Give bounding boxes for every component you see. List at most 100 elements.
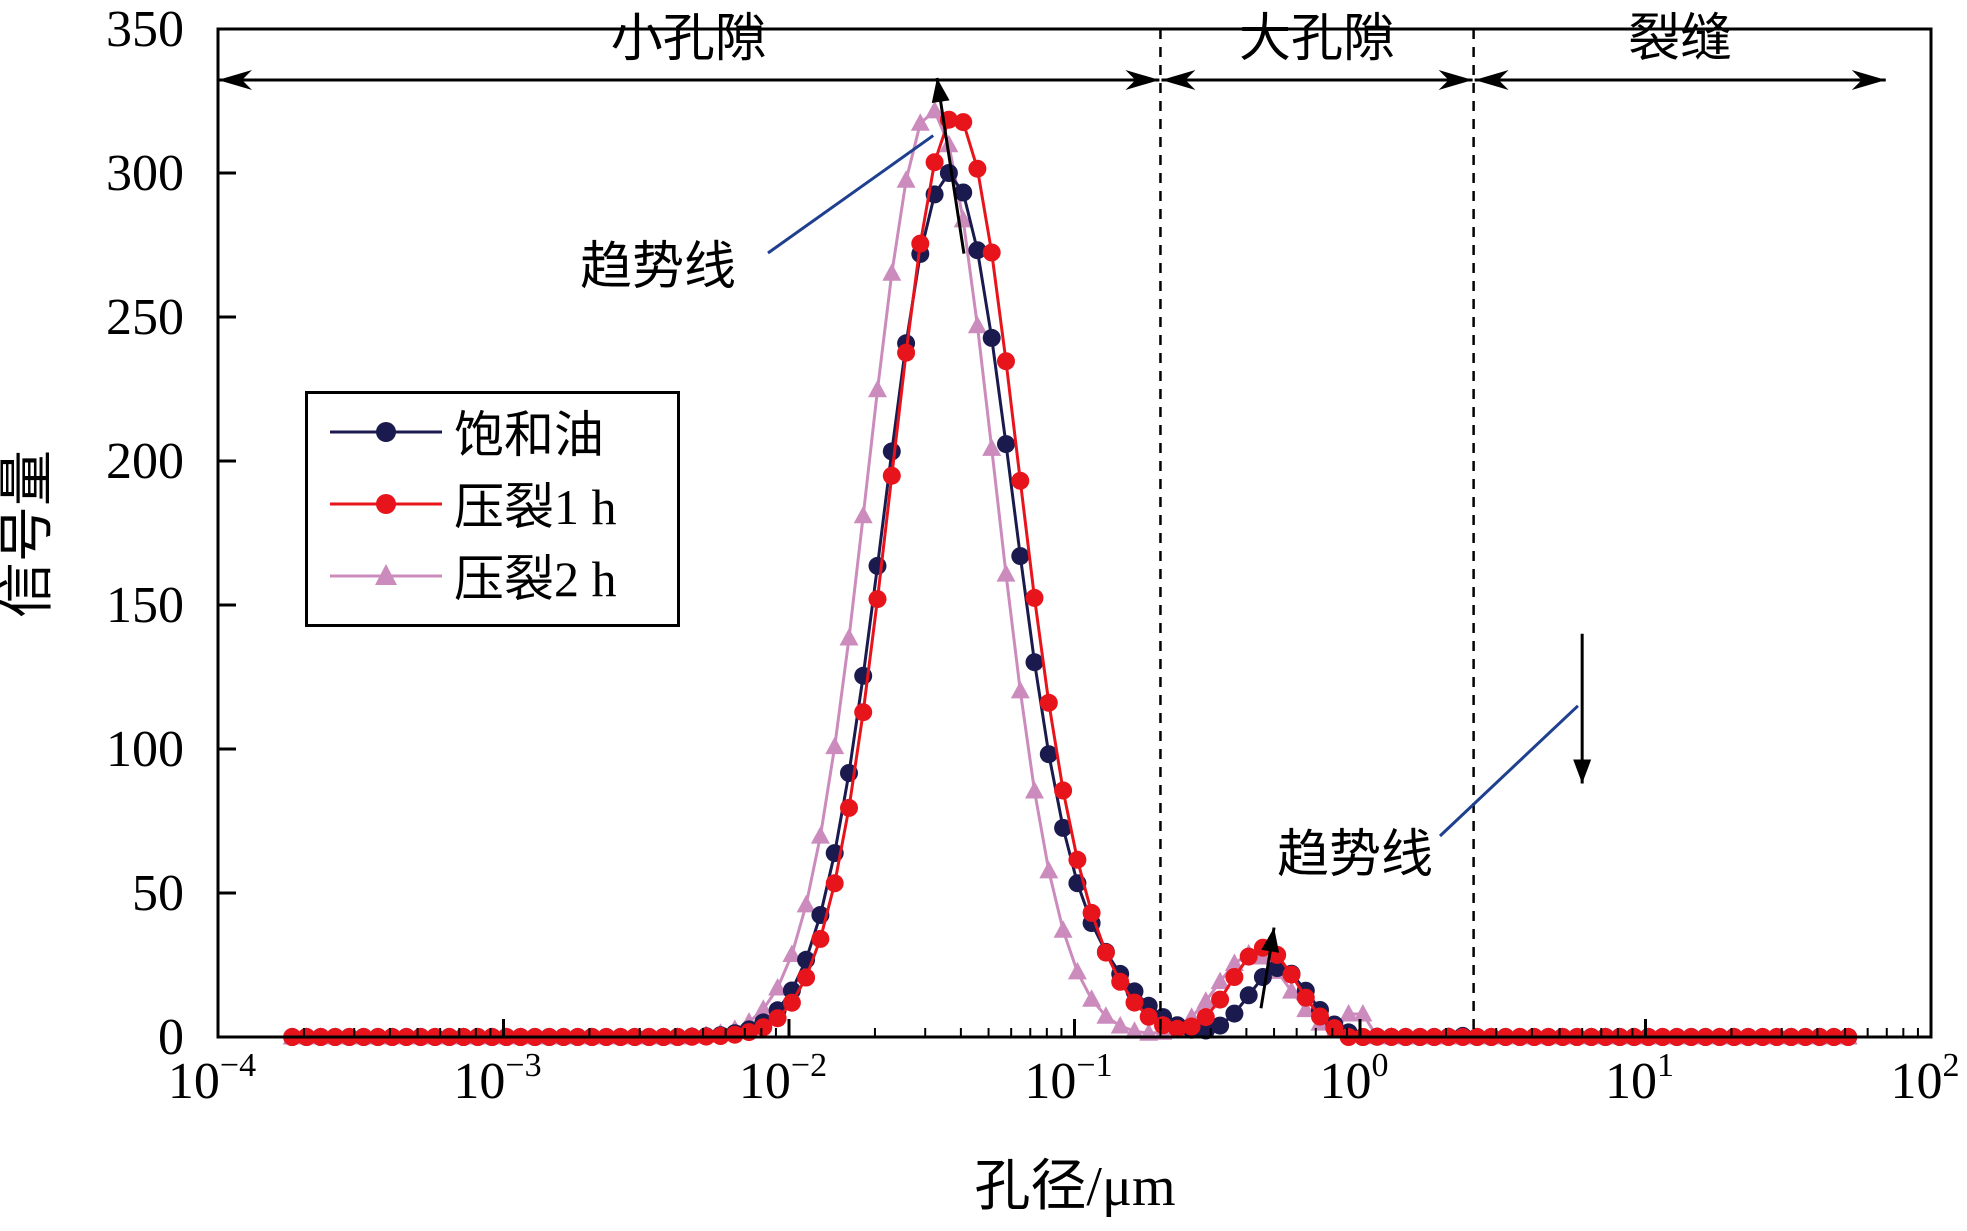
y-tick-label-2: 100	[106, 721, 184, 778]
legend-swatch-saturated-oil	[330, 422, 442, 442]
series-1-point-37	[811, 929, 830, 948]
y-axis-label: 信号量	[0, 450, 59, 618]
series-2-point-59	[1125, 1021, 1144, 1039]
legend-label-saturated-oil: 饱和油	[454, 407, 604, 463]
series-2-point-33	[753, 999, 773, 1017]
series-1-point-44	[911, 234, 930, 253]
x-axis-label: 孔径/μm	[974, 1156, 1175, 1218]
series-0-point-52	[1025, 653, 1044, 672]
series-1-point-33	[754, 1018, 773, 1037]
series-0-point-53	[1039, 745, 1058, 764]
series-1-point-73	[1325, 1019, 1344, 1038]
annotation-label-0: 趋势线	[580, 239, 736, 296]
series-1-point-66	[1225, 968, 1244, 986]
series-0-point-41	[868, 556, 887, 575]
legend-swatch-frac-1h	[330, 494, 442, 514]
series-1-point-58	[1111, 972, 1130, 991]
x-tick-label-5: 101	[1605, 1047, 1674, 1110]
series-1-point-59	[1125, 993, 1144, 1012]
series-1-point-35	[782, 993, 801, 1012]
series-1-point-65	[1211, 990, 1230, 1009]
y-tick-label-0: 0	[158, 1009, 184, 1066]
series-2-point-55	[1067, 961, 1087, 980]
series-2-point-51	[1010, 680, 1030, 699]
series-2-point-56	[1082, 989, 1102, 1007]
series-0-point-47	[954, 183, 973, 202]
series-2-point-39	[839, 628, 859, 646]
series-1-point-57	[1096, 943, 1115, 962]
series-2-point-36	[796, 894, 816, 913]
series-1-point-62	[1168, 1019, 1187, 1038]
y-tick-label-1: 50	[132, 865, 184, 922]
series-2-point-70	[1282, 981, 1301, 999]
y-tick-label-7: 350	[106, 1, 184, 58]
series-2-point-54	[1053, 920, 1073, 938]
annotation-leader-0	[767, 134, 935, 255]
series-1-point-43	[897, 343, 916, 362]
trend-arrow-line-0	[935, 77, 966, 254]
series-1-point-54	[1054, 781, 1073, 800]
region-label-2: 裂缝	[1628, 11, 1732, 68]
series-2-point-52	[1025, 781, 1044, 799]
series-2-point-45	[925, 100, 945, 119]
series-0-point-67	[1239, 986, 1258, 1005]
series-1-point-40	[854, 703, 873, 722]
series-1-point-49	[982, 243, 1001, 262]
y-tick-label-5: 250	[106, 289, 184, 346]
legend-swatch-frac-2h	[330, 564, 442, 585]
y-tick-label-3: 150	[106, 577, 184, 634]
series-0-point-54	[1054, 818, 1073, 837]
region-arrowhead-right-2	[1851, 70, 1886, 90]
region-arrowhead-left-0	[218, 70, 252, 90]
region-arrowhead-left-2	[1474, 70, 1509, 90]
region-arrowhead-left-1	[1161, 70, 1196, 90]
series-0-point-49	[982, 328, 1001, 347]
series-1-point-53	[1039, 693, 1058, 712]
series-2-point-64	[1196, 991, 1216, 1009]
legend-label-frac-1h: 压裂1 h	[454, 479, 617, 535]
series-0-point-65	[1211, 1016, 1230, 1035]
legend-item-frac-1h: 压裂1 h	[308, 472, 677, 542]
legend-label-frac-2h: 压裂2 h	[454, 551, 617, 607]
series-1-point-67	[1239, 947, 1258, 966]
x-tick-label-3: 10−1	[1024, 1047, 1112, 1110]
series-0-point-48	[968, 241, 987, 260]
trend-arrowhead-2	[1573, 759, 1592, 784]
region-label-0: 小孔隙	[611, 11, 767, 68]
series-2-point-40	[853, 505, 873, 524]
series-2-point-42	[882, 263, 902, 281]
series-2-point-41	[868, 379, 887, 398]
series-1-point-51	[1011, 471, 1030, 490]
annotation-leader-1	[1438, 704, 1579, 838]
trend-arrowhead-0	[931, 77, 950, 104]
trend-arrowhead-1	[1261, 927, 1280, 953]
x-tick-label-6: 102	[1891, 1047, 1960, 1110]
region-arrowhead-right-1	[1438, 70, 1473, 90]
series-1-point-63	[1182, 1017, 1201, 1036]
series-2-point-50	[996, 564, 1016, 582]
series-1-point-70	[1282, 965, 1301, 984]
x-tick-label-1: 10−3	[453, 1047, 541, 1110]
y-tick-label-4: 200	[106, 433, 184, 490]
series-2-point-34	[768, 978, 788, 996]
series-0-point-42	[882, 442, 901, 461]
series-2-point-53	[1039, 860, 1059, 879]
legend: 饱和油 压裂1 h 压裂2 h	[305, 391, 680, 627]
region-label-1: 大孔隙	[1239, 11, 1395, 68]
series-1-point-50	[997, 352, 1015, 371]
series-1-point-39	[840, 798, 858, 817]
series-2-point-48	[967, 315, 987, 334]
series-2-point-38	[825, 736, 845, 755]
series-1-point-36	[797, 968, 816, 987]
series-1-point-41	[868, 590, 887, 609]
series-0-point-50	[997, 435, 1015, 454]
series-1-point-45	[925, 153, 944, 172]
series-1-point-56	[1082, 903, 1101, 922]
series-2-point-75	[1353, 1004, 1373, 1022]
series-2-point-43	[896, 170, 916, 188]
series-0-point-51	[1011, 547, 1030, 566]
series-2-point-58	[1110, 1016, 1130, 1034]
series-1-point-31	[725, 1025, 744, 1044]
